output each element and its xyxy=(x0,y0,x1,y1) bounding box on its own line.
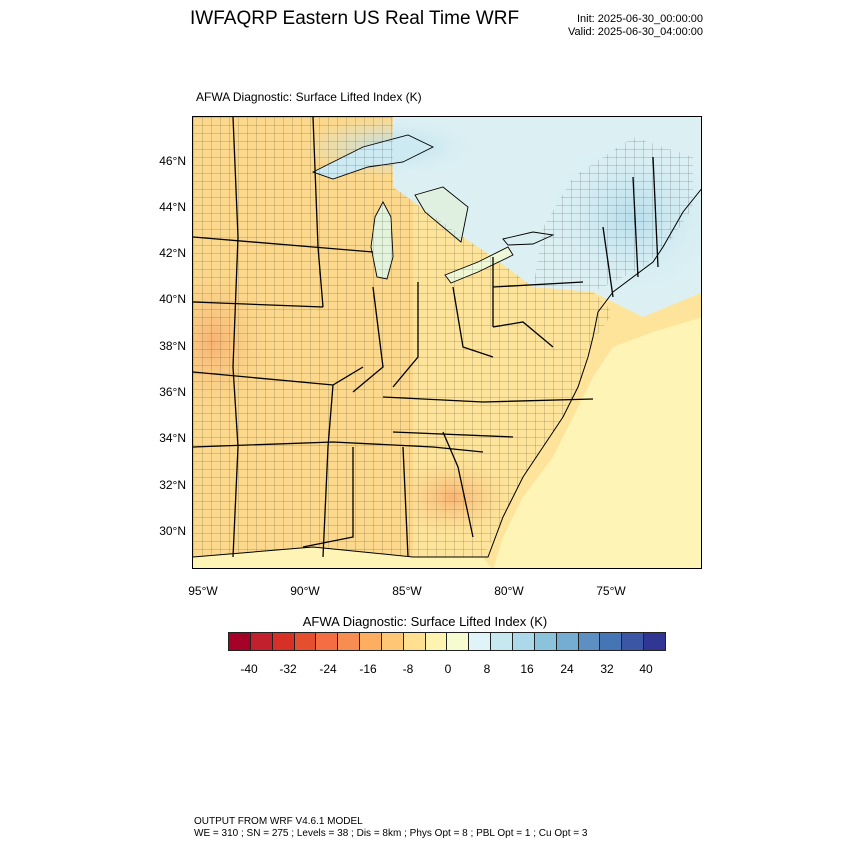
colorbar-tick-label: 40 xyxy=(639,662,653,676)
colorbar-swatch xyxy=(381,633,404,650)
lon-label: 80°W xyxy=(494,584,524,598)
lat-label: 42°N xyxy=(159,246,186,260)
colorbar-tick-label: -8 xyxy=(402,662,414,676)
lat-label: 32°N xyxy=(159,478,186,492)
colorbar-swatch xyxy=(600,633,623,650)
gulf-area xyxy=(193,547,492,568)
colorbar-swatch xyxy=(294,633,317,650)
lat-label: 44°N xyxy=(159,200,186,214)
coastline xyxy=(193,188,701,558)
lon-label: 85°W xyxy=(392,584,422,598)
colorbar-tick-label: -16 xyxy=(359,662,377,676)
colorbar-swatch xyxy=(316,633,339,650)
colorbar-tick-label: 8 xyxy=(483,662,491,676)
colorbar-tick-label: -40 xyxy=(240,662,258,676)
lon-label: 75°W xyxy=(596,584,626,598)
colorbar-swatch xyxy=(644,633,665,650)
lat-label: 46°N xyxy=(159,154,186,168)
colorbar-swatch xyxy=(578,633,601,650)
county-boundaries xyxy=(193,117,613,557)
colorbar-title: AFWA Diagnostic: Surface Lifted Index (K… xyxy=(302,614,548,629)
colorbar-tick-label: 0 xyxy=(444,662,452,676)
colorbar-swatch xyxy=(534,633,557,650)
colorbar-swatch xyxy=(512,633,535,650)
init-time-label: Init: 2025-06-30_00:00:00 xyxy=(577,13,703,25)
lon-label: 90°W xyxy=(290,584,320,598)
colorbar-swatch xyxy=(250,633,273,650)
model-info-line-1: OUTPUT FROM WRF V4.6.1 MODEL xyxy=(194,816,363,827)
map-panel xyxy=(192,116,702,569)
colorbar-swatch xyxy=(338,633,361,650)
colorbar-swatch xyxy=(272,633,295,650)
colorbar-swatch xyxy=(491,633,513,650)
lat-label: 38°N xyxy=(159,339,186,353)
state-boundaries xyxy=(193,117,659,558)
main-title: IWFAQRP Eastern US Real Time WRF xyxy=(190,8,520,29)
model-info-line-2: WE = 310 ; SN = 275 ; Levels = 38 ; Dis … xyxy=(194,828,588,839)
county-boundaries-northeast xyxy=(533,137,693,292)
lat-label: 36°N xyxy=(159,385,186,399)
colorbar-tick-label: 24 xyxy=(560,662,574,676)
colorbar-swatch xyxy=(360,633,382,650)
lat-label: 34°N xyxy=(159,431,186,445)
colorbar-tick-label: -32 xyxy=(279,662,297,676)
colorbar-swatch xyxy=(622,633,645,650)
lat-label: 30°N xyxy=(159,524,186,538)
colorbar-swatch xyxy=(556,633,579,650)
colorbar-tick-label: 32 xyxy=(600,662,614,676)
field-title: AFWA Diagnostic: Surface Lifted Index (K… xyxy=(196,90,422,104)
lat-label: 40°N xyxy=(159,292,186,306)
colorbar-swatch xyxy=(425,633,448,650)
colorbar xyxy=(228,632,666,651)
ocean-area xyxy=(493,317,701,568)
colorbar-swatch xyxy=(403,633,426,650)
colorbar-swatch xyxy=(447,633,470,650)
colorbar-tick-label: 16 xyxy=(520,662,534,676)
lon-label: 95°W xyxy=(188,584,218,598)
valid-time-label: Valid: 2025-06-30_04:00:00 xyxy=(568,26,703,38)
colorbar-tick-label: -24 xyxy=(319,662,337,676)
colorbar-swatch xyxy=(469,633,492,650)
lifted-index-map xyxy=(193,117,701,568)
colorbar-swatch xyxy=(229,633,251,650)
